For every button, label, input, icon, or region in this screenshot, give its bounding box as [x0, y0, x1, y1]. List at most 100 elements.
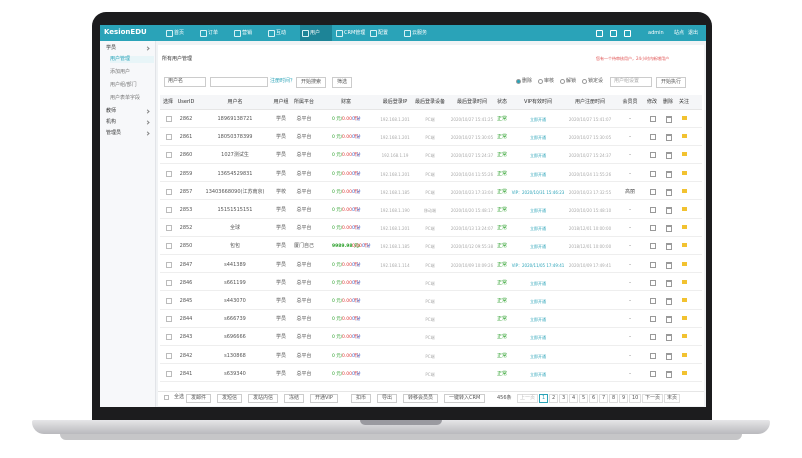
checkbox[interactable]: [166, 188, 172, 195]
footer-button[interactable]: 导出: [377, 394, 398, 403]
page-number[interactable]: 7: [599, 394, 609, 403]
follow-icon[interactable]: [682, 170, 687, 175]
sidebar-section[interactable]: 学员: [106, 45, 117, 51]
footer-button[interactable]: 全选: [174, 394, 185, 400]
footer-button[interactable]: 开通VIP: [310, 394, 338, 403]
nav-item[interactable]: 配置: [378, 30, 389, 36]
edit-icon[interactable]: [650, 298, 656, 304]
checkbox[interactable]: [166, 116, 172, 122]
follow-icon[interactable]: [682, 225, 687, 230]
page-number[interactable]: 10: [629, 394, 642, 403]
search-link[interactable]: 注册时间？: [270, 78, 296, 84]
nav-item[interactable]: 营销: [242, 30, 253, 36]
delete-icon[interactable]: [666, 352, 672, 360]
checkbox[interactable]: [166, 352, 172, 359]
edit-icon[interactable]: [650, 243, 656, 250]
follow-icon[interactable]: [682, 298, 687, 302]
edit-icon[interactable]: [650, 261, 656, 268]
follow-icon[interactable]: [682, 207, 687, 211]
follow-icon[interactable]: [682, 188, 687, 193]
edit-icon[interactable]: [650, 134, 656, 141]
select-all-box[interactable]: [164, 395, 169, 400]
page-last[interactable]: 末页: [664, 394, 681, 403]
delete-icon[interactable]: [666, 279, 672, 287]
checkbox[interactable]: [166, 207, 172, 213]
follow-icon[interactable]: [682, 316, 687, 321]
edit-icon[interactable]: [650, 316, 656, 323]
follow-icon[interactable]: [682, 261, 687, 266]
follow-icon[interactable]: [682, 116, 687, 120]
sidebar-section[interactable]: 管理员: [106, 130, 122, 136]
follow-icon[interactable]: [682, 370, 687, 375]
radio[interactable]: [538, 79, 543, 84]
page-number[interactable]: 3: [559, 394, 569, 403]
header-link[interactable]: 站点: [674, 30, 685, 36]
delete-icon[interactable]: [666, 116, 672, 123]
delete-icon[interactable]: [666, 134, 672, 142]
delete-icon[interactable]: [666, 243, 672, 251]
footer-button[interactable]: 转移会员员: [403, 394, 439, 403]
delete-icon[interactable]: [666, 225, 672, 233]
follow-icon[interactable]: [682, 279, 687, 284]
nav-item[interactable]: 互动: [276, 30, 287, 36]
edit-icon[interactable]: [650, 279, 656, 286]
delete-icon[interactable]: [666, 334, 672, 342]
footer-button[interactable]: 发邮件: [186, 394, 212, 403]
page-number[interactable]: 2: [549, 394, 559, 403]
search-input[interactable]: [210, 77, 268, 87]
action-select[interactable]: [610, 77, 652, 87]
checkbox[interactable]: [166, 243, 172, 250]
radio[interactable]: [560, 79, 565, 84]
checkbox[interactable]: [166, 370, 172, 377]
filter-button[interactable]: 筛选: [332, 77, 353, 88]
delete-icon[interactable]: [666, 152, 672, 160]
checkbox[interactable]: [166, 225, 172, 232]
nav-item[interactable]: CRM管理: [344, 30, 366, 36]
search-button[interactable]: 开始搜索: [296, 77, 327, 88]
footer-button[interactable]: 发站内信: [248, 394, 279, 403]
sidebar-section[interactable]: 教师: [106, 108, 117, 114]
checkbox[interactable]: [166, 316, 172, 323]
page-next[interactable]: 下一页: [642, 394, 664, 403]
page-number[interactable]: 1: [539, 394, 549, 403]
select[interactable]: [164, 77, 206, 87]
radio[interactable]: [516, 79, 521, 84]
footer-button[interactable]: 发短信: [217, 394, 243, 403]
sidebar-item[interactable]: 添加用户: [110, 69, 131, 75]
edit-icon[interactable]: [650, 116, 656, 122]
checkbox[interactable]: [166, 334, 172, 341]
select-text[interactable]: 用户名: [168, 78, 184, 84]
page-number[interactable]: 5: [579, 394, 589, 403]
delete-icon[interactable]: [666, 298, 672, 305]
footer-button[interactable]: 冻结: [284, 394, 305, 403]
delete-icon[interactable]: [666, 207, 672, 214]
delete-icon[interactable]: [666, 370, 672, 378]
user[interactable]: admin: [648, 30, 664, 36]
sidebar-item[interactable]: 用户管理: [110, 56, 154, 63]
page-number[interactable]: 9: [619, 394, 629, 403]
nav-item[interactable]: 首页: [174, 30, 185, 36]
edit-icon[interactable]: [650, 225, 656, 232]
delete-icon[interactable]: [666, 261, 672, 269]
follow-icon[interactable]: [682, 352, 687, 357]
page-prev[interactable]: 上一页: [517, 394, 539, 403]
checkbox[interactable]: [166, 170, 172, 177]
header-link[interactable]: 退出: [688, 30, 699, 36]
nav-item[interactable]: 用户: [310, 30, 321, 36]
edit-icon[interactable]: [650, 152, 656, 159]
checkbox[interactable]: [166, 298, 172, 304]
page-number[interactable]: 6: [589, 394, 599, 403]
delete-icon[interactable]: [666, 170, 672, 178]
edit-icon[interactable]: [650, 370, 656, 377]
checkbox[interactable]: [166, 279, 172, 286]
checkbox[interactable]: [166, 261, 172, 268]
follow-icon[interactable]: [682, 152, 687, 157]
edit-icon[interactable]: [650, 170, 656, 177]
delete-icon[interactable]: [666, 188, 672, 196]
execute-button[interactable]: 开始执行: [656, 77, 687, 88]
sidebar-item[interactable]: 用户表单字段: [110, 95, 141, 101]
edit-icon[interactable]: [650, 352, 656, 359]
edit-icon[interactable]: [650, 207, 656, 213]
checkbox[interactable]: [166, 134, 172, 141]
footer-button[interactable]: 扣币: [351, 394, 372, 403]
